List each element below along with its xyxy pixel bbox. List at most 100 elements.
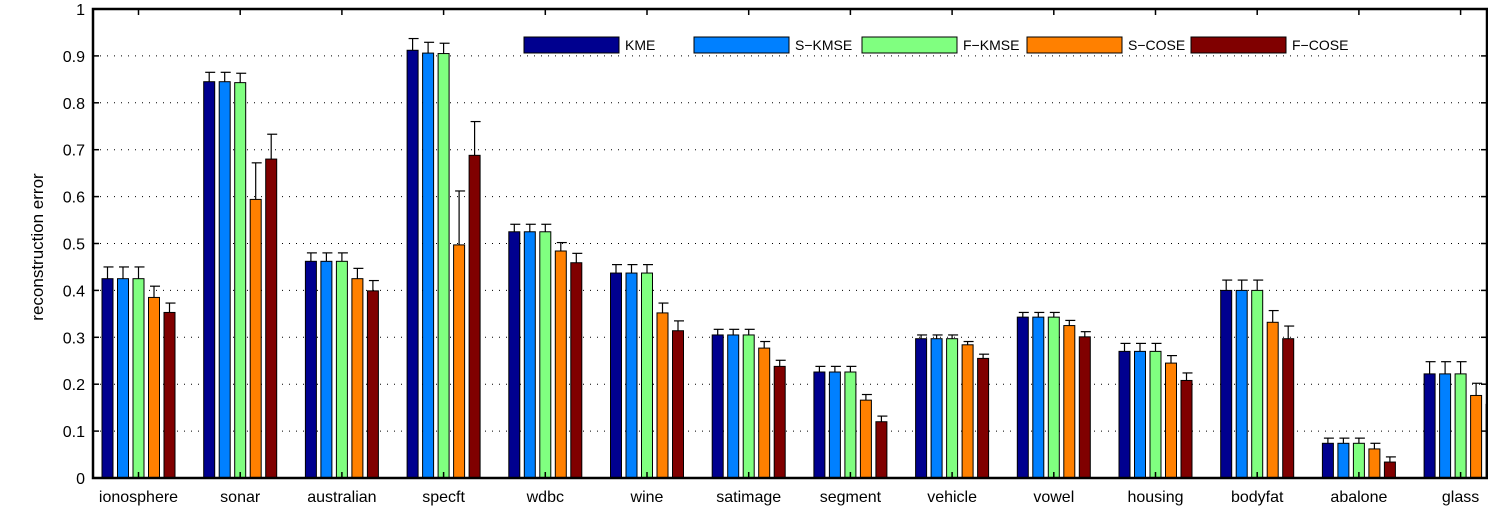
bar-segment-4: [875, 421, 888, 479]
bar-wine-3: [656, 312, 669, 479]
plot-frame: [91, 7, 1488, 480]
bar-bodyfat-1: [1235, 289, 1248, 479]
legend-swatch: [1190, 36, 1287, 54]
bar-australian-2: [335, 260, 348, 479]
bar-vehicle-1: [930, 338, 943, 479]
y-tick-label: 0.2: [63, 377, 85, 394]
bar-glass-2: [1454, 373, 1467, 479]
y-tick-label: 0.4: [63, 283, 85, 300]
bar-housing-3: [1165, 362, 1177, 479]
bar-wdbc-1: [523, 231, 536, 479]
bar-sonar-2: [234, 82, 247, 479]
category-label-abalone: abalone: [1330, 489, 1387, 506]
bar-abalone-0: [1321, 442, 1334, 479]
category-label-segment: segment: [820, 489, 882, 506]
y-tick-label: 0.5: [63, 237, 85, 254]
category-label-glass: glass: [1442, 489, 1479, 506]
y-tick-label: 0.1: [63, 424, 85, 441]
bar-specft-4: [468, 154, 481, 479]
bar-abalone-3: [1368, 448, 1381, 479]
category-label-housing: housing: [1127, 489, 1183, 506]
bar-vowel-1: [1032, 316, 1045, 479]
legend-swatch: [523, 36, 620, 54]
legend-label: KME: [625, 37, 655, 53]
bar-sonar-0: [203, 81, 216, 479]
y-axis-label: reconstruction error: [28, 173, 47, 321]
bar-segment-3: [859, 399, 872, 479]
bar-series: [101, 37, 1488, 479]
legend-label: F−KMSE: [963, 37, 1019, 53]
y-tick-label: 0.7: [63, 143, 85, 160]
bar-vehicle-4: [977, 357, 990, 479]
bar-segment-2: [844, 371, 857, 479]
bar-ionosphere-3: [148, 296, 160, 479]
bar-ionosphere-0: [101, 278, 114, 479]
bar-wine-1: [625, 272, 638, 479]
legend: KME S−KMSE F−KMSE S−COSE F−COSE: [523, 36, 1348, 54]
bar-vowel-2: [1047, 316, 1060, 479]
legend-label: F−COSE: [1292, 37, 1348, 53]
bar-glass-0: [1423, 373, 1436, 479]
category-label-vowel: vowel: [1033, 489, 1074, 506]
y-tick-label: 0.3: [63, 330, 85, 347]
y-tick-label: 0.6: [63, 190, 85, 207]
bar-bodyfat-2: [1251, 289, 1264, 479]
bar-wine-2: [641, 272, 653, 479]
bar-australian-4: [366, 290, 379, 479]
bar-australian-1: [320, 260, 333, 479]
bar-australian-0: [304, 260, 317, 479]
bar-wdbc-2: [539, 231, 552, 479]
bar-vehicle-0: [915, 338, 928, 479]
bar-housing-2: [1149, 350, 1162, 479]
x-axis-categories: ionosphere sonar australian specft wdbc wine s…: [99, 9, 1479, 506]
bar-ionosphere-4: [163, 311, 176, 479]
category-label-satimage: satimage: [716, 489, 781, 506]
bar-wine-4: [672, 330, 684, 479]
legend-swatch: [861, 36, 958, 54]
bar-wine-0: [610, 272, 622, 479]
y-axis-ticks: 0 0.1 0.2 0.3 0.4 0.5 0.6 0.7 0.8 0.9 1: [63, 2, 1487, 488]
bar-sonar-4: [265, 158, 278, 479]
y-tick-label: 0.9: [63, 49, 85, 66]
y-tick-label: 1: [76, 2, 85, 19]
bar-australian-3: [351, 278, 364, 479]
legend-swatch: [693, 36, 790, 54]
bar-vowel-0: [1016, 316, 1029, 479]
category-label-bodyfat: bodyfat: [1231, 489, 1284, 506]
y-tick-label: 0: [76, 471, 85, 488]
bar-housing-1: [1134, 350, 1146, 479]
category-label-wdbc: wdbc: [526, 489, 564, 506]
legend-label: S−KMSE: [795, 37, 852, 53]
category-label-australian: australian: [307, 489, 376, 506]
bar-housing-0: [1118, 350, 1131, 479]
bar-ionosphere-1: [117, 278, 129, 479]
legend-label: S−COSE: [1128, 37, 1185, 53]
bar-wdbc-0: [508, 231, 521, 479]
bar-bodyfat-3: [1266, 321, 1279, 479]
bar-vowel-4: [1078, 336, 1091, 479]
category-label-sonar: sonar: [220, 489, 261, 506]
bar-vowel-3: [1063, 325, 1076, 479]
bar-housing-4: [1180, 379, 1193, 479]
bar-vehicle-2: [946, 338, 959, 479]
bar-abalone-1: [1337, 442, 1350, 479]
legend-swatch: [1026, 36, 1123, 54]
bar-sonar-1: [218, 81, 231, 479]
bar-glass-3: [1470, 394, 1483, 479]
bar-specft-0: [406, 49, 419, 479]
bar-specft-2: [437, 53, 450, 479]
bar-specft-3: [453, 244, 466, 479]
y-tick-label: 0.8: [63, 96, 85, 113]
category-label-specft: specft: [422, 489, 465, 506]
bar-segment-0: [813, 371, 826, 479]
bar-satimage-2: [742, 334, 755, 479]
category-label-ionosphere: ionosphere: [99, 489, 178, 506]
bar-sonar-3: [249, 198, 262, 479]
bar-segment-1: [828, 371, 841, 479]
bar-abalone-4: [1383, 461, 1396, 479]
bar-glass-1: [1439, 373, 1452, 479]
bar-specft-1: [422, 52, 435, 479]
bar-wdbc-4: [570, 262, 583, 479]
bar-bodyfat-4: [1282, 338, 1295, 479]
